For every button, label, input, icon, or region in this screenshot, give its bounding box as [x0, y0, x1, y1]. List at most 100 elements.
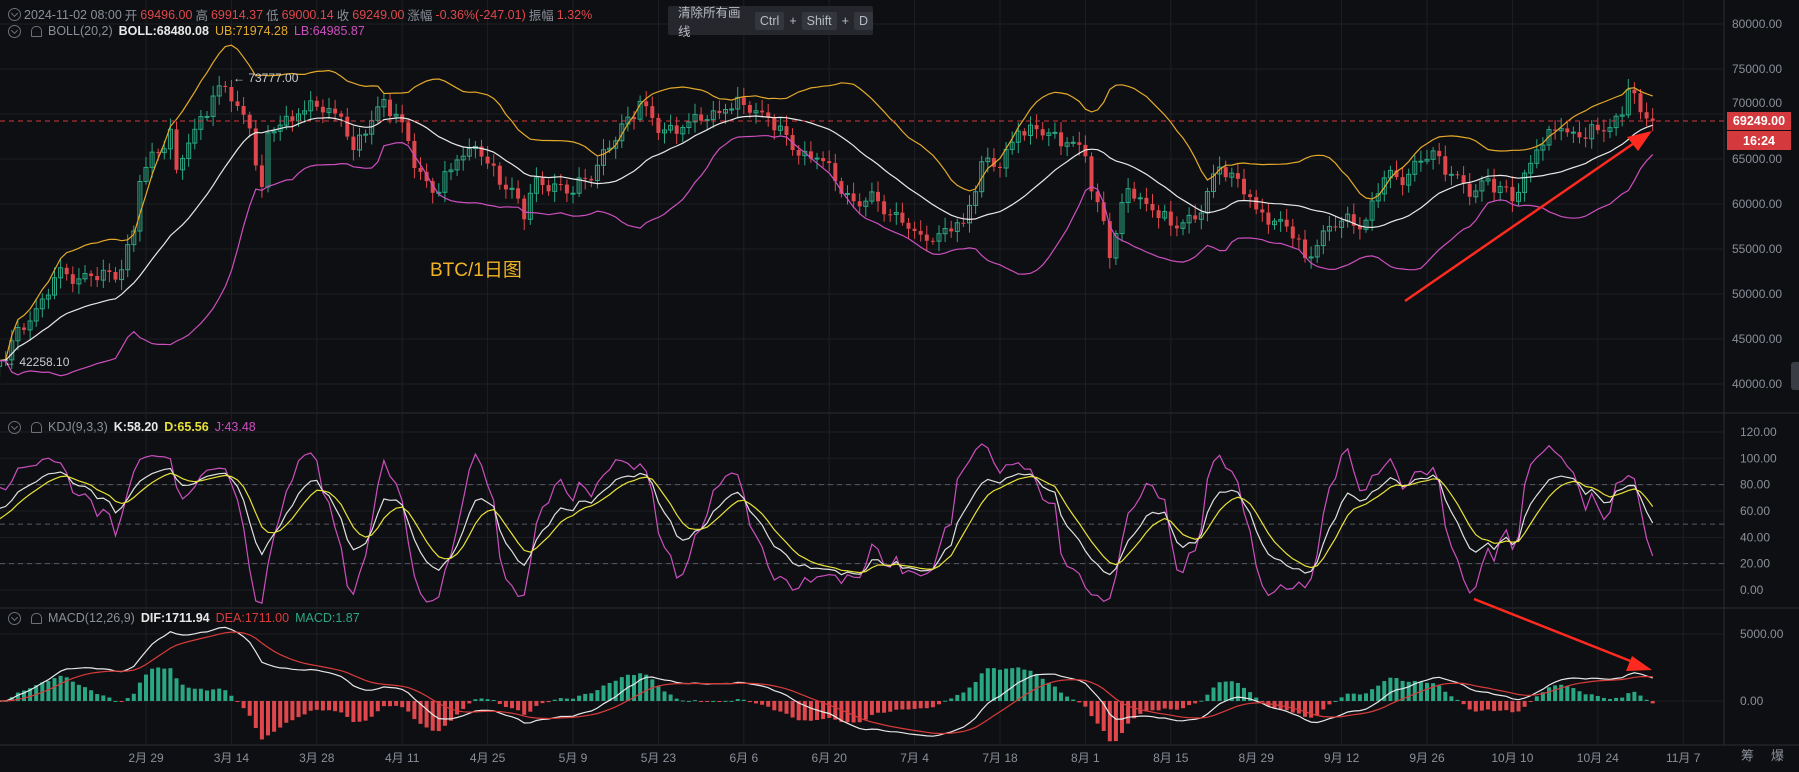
candle[interactable]	[375, 96, 381, 124]
candle[interactable]	[863, 197, 869, 217]
candle[interactable]	[632, 110, 636, 130]
candle[interactable]	[442, 160, 448, 203]
candle[interactable]	[174, 121, 179, 174]
candle[interactable]	[784, 115, 789, 146]
candle[interactable]	[223, 80, 228, 93]
candle[interactable]	[1565, 121, 1570, 137]
collapse-chevron-icon[interactable]	[8, 24, 21, 38]
candle[interactable]	[283, 105, 289, 130]
alert-bell-icon[interactable]	[31, 25, 42, 37]
candle[interactable]	[1009, 131, 1015, 155]
candle[interactable]	[1583, 127, 1588, 148]
candle[interactable]	[27, 311, 33, 341]
candle[interactable]	[1534, 139, 1540, 169]
candle[interactable]	[509, 177, 515, 199]
candle[interactable]	[1022, 128, 1027, 141]
candle[interactable]	[1150, 193, 1155, 218]
candle[interactable]	[1504, 179, 1509, 193]
candle[interactable]	[857, 193, 862, 215]
candle[interactable]	[497, 162, 502, 190]
candle[interactable]	[900, 202, 905, 226]
candle[interactable]	[808, 141, 813, 163]
candle[interactable]	[760, 99, 765, 118]
candle[interactable]	[345, 107, 350, 140]
candle[interactable]	[576, 167, 582, 198]
candle[interactable]	[1204, 187, 1210, 222]
candle[interactable]	[1046, 128, 1052, 147]
candle[interactable]	[1137, 192, 1143, 210]
candle[interactable]	[533, 167, 539, 203]
candle[interactable]	[924, 225, 929, 252]
candle[interactable]	[1363, 217, 1369, 233]
candle[interactable]	[998, 162, 1002, 178]
candle[interactable]	[204, 111, 210, 121]
candle[interactable]	[1644, 102, 1649, 127]
candle[interactable]	[1235, 162, 1240, 188]
candle[interactable]	[52, 267, 57, 300]
candle[interactable]	[259, 154, 264, 198]
candle[interactable]	[1479, 175, 1485, 202]
candle[interactable]	[1254, 189, 1259, 215]
candle[interactable]	[1497, 181, 1503, 202]
candle[interactable]	[210, 85, 216, 127]
candle[interactable]	[70, 266, 75, 293]
candle[interactable]	[15, 320, 21, 351]
candle[interactable]	[351, 125, 356, 161]
candle[interactable]	[735, 86, 741, 119]
candle[interactable]	[668, 114, 674, 134]
candle[interactable]	[1516, 183, 1521, 207]
candle[interactable]	[0, 357, 3, 378]
candle[interactable]	[979, 155, 985, 198]
candle[interactable]	[33, 298, 39, 327]
candle[interactable]	[1400, 166, 1405, 196]
candle[interactable]	[961, 213, 966, 228]
candle[interactable]	[644, 91, 649, 117]
candle[interactable]	[973, 185, 979, 215]
candle[interactable]	[589, 175, 594, 188]
candle[interactable]	[613, 136, 619, 159]
candle[interactable]	[491, 154, 496, 177]
candle[interactable]	[302, 100, 308, 123]
candle[interactable]	[869, 182, 875, 205]
candle[interactable]	[448, 162, 454, 181]
candle[interactable]	[314, 96, 319, 111]
candle[interactable]	[1296, 234, 1301, 250]
candle[interactable]	[1070, 135, 1076, 147]
candle[interactable]	[1278, 211, 1284, 232]
candle[interactable]	[1034, 114, 1039, 139]
candle[interactable]	[918, 220, 923, 242]
candle[interactable]	[430, 177, 435, 204]
candle[interactable]	[570, 186, 576, 204]
candle[interactable]	[1266, 203, 1271, 234]
candle[interactable]	[1632, 82, 1637, 104]
candle[interactable]	[1546, 125, 1552, 151]
candle[interactable]	[1314, 239, 1320, 263]
candle[interactable]	[601, 138, 606, 176]
collapse-chevron-icon[interactable]	[8, 8, 21, 21]
candle[interactable]	[1339, 216, 1345, 239]
candle[interactable]	[406, 118, 411, 145]
candle[interactable]	[113, 267, 118, 283]
candle[interactable]	[1064, 137, 1070, 157]
candle[interactable]	[1125, 178, 1131, 213]
candle[interactable]	[1461, 166, 1466, 194]
candle[interactable]	[149, 142, 155, 178]
candle[interactable]	[1168, 200, 1173, 236]
candle[interactable]	[64, 263, 69, 281]
candle[interactable]	[619, 114, 625, 148]
burst-button[interactable]: 爆	[1771, 748, 1784, 763]
candle[interactable]	[1613, 113, 1619, 136]
candle[interactable]	[1144, 187, 1149, 212]
candle[interactable]	[1320, 225, 1326, 255]
candle[interactable]	[656, 113, 661, 141]
candle[interactable]	[710, 100, 716, 129]
candle[interactable]	[1437, 143, 1442, 165]
candle[interactable]	[1290, 218, 1295, 248]
candle[interactable]	[460, 146, 466, 171]
candle[interactable]	[1132, 181, 1137, 202]
candle[interactable]	[393, 103, 399, 124]
candle[interactable]	[552, 173, 558, 203]
candle[interactable]	[1443, 145, 1448, 182]
candle[interactable]	[1040, 121, 1045, 141]
